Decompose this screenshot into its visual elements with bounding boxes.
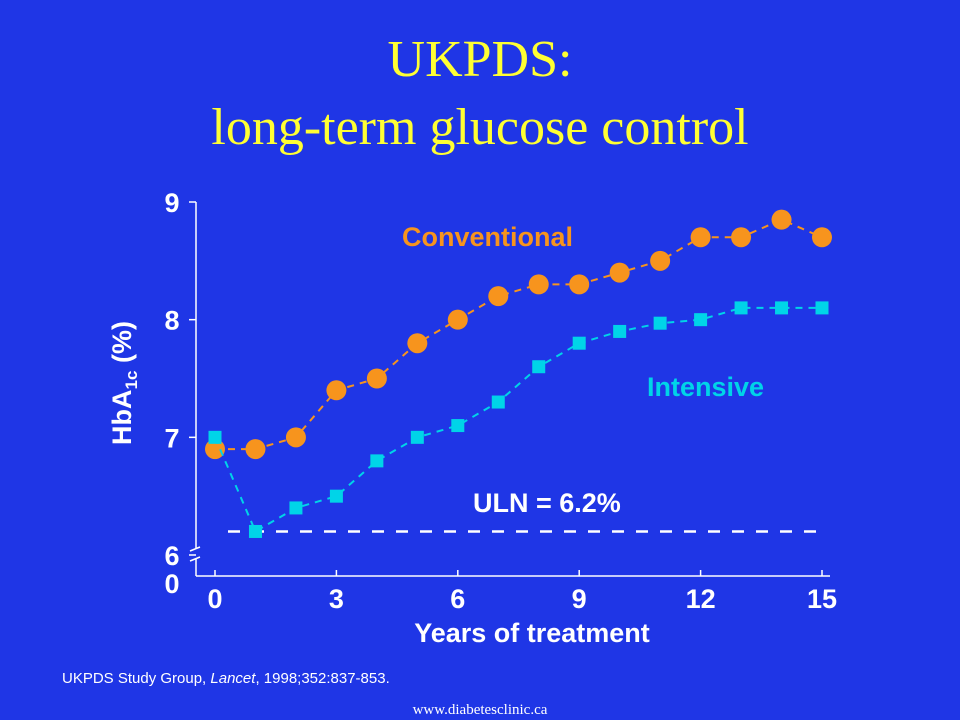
x-tick-label: 6 — [450, 584, 465, 614]
data-point-intensive — [248, 524, 262, 538]
data-point-conventional — [488, 286, 509, 307]
data-point-intensive — [289, 501, 303, 515]
uln-reference-label: ULN = 6.2% — [473, 488, 621, 518]
series-line-intensive — [214, 306, 822, 533]
data-point-conventional — [528, 274, 549, 295]
data-point-intensive — [410, 430, 424, 444]
data-point-conventional — [205, 439, 225, 460]
data-point-intensive — [775, 301, 789, 315]
y-axis-label: HbA1c (%) — [107, 321, 141, 445]
data-point-conventional — [650, 250, 671, 271]
data-point-conventional — [447, 309, 468, 330]
y-axis-label-main: HbA — [107, 389, 137, 445]
data-point-conventional — [731, 227, 752, 248]
data-point-intensive — [491, 395, 505, 409]
x-tick-label: 0 — [207, 584, 222, 614]
data-point-conventional — [366, 368, 387, 389]
data-point-conventional — [609, 262, 630, 283]
series-label-conventional: Conventional — [402, 222, 573, 252]
data-point-intensive — [370, 454, 384, 468]
x-tick-label: 3 — [329, 584, 344, 614]
y-tick-label: 9 — [164, 188, 179, 218]
y-tick-label: 6 — [164, 541, 179, 571]
y-tick-label: 7 — [164, 423, 179, 453]
citation-journal: Lancet — [210, 670, 256, 687]
slide-title: UKPDS: — [387, 31, 573, 88]
data-point-conventional — [326, 380, 347, 401]
data-point-intensive — [613, 324, 627, 338]
y-tick-label: 8 — [164, 306, 179, 336]
footer-url: www.diabetesclinic.ca — [412, 702, 548, 718]
citation: UKPDS Study Group, Lancet, 1998;352:837-… — [62, 670, 390, 687]
x-axis-label: Years of treatment — [414, 618, 650, 648]
data-point-intensive — [694, 313, 708, 327]
data-point-intensive — [572, 336, 586, 350]
y-axis-label-unit: (%) — [107, 321, 137, 371]
x-tick-label: 12 — [686, 584, 716, 614]
citation-prefix: UKPDS Study Group, — [62, 670, 211, 687]
data-point-conventional — [690, 227, 711, 248]
data-point-intensive — [329, 489, 343, 503]
y-axis-break-mark — [189, 546, 201, 562]
series-label-intensive: Intensive — [647, 372, 764, 402]
slide-subtitle: long-term glucose control — [211, 99, 749, 156]
data-point-conventional — [245, 439, 266, 460]
data-point-conventional — [407, 333, 428, 354]
y-tick-label-zero: 0 — [164, 569, 179, 599]
data-point-conventional — [812, 227, 832, 248]
data-point-intensive — [653, 316, 667, 330]
data-point-intensive — [532, 360, 546, 374]
series-line-conventional — [215, 218, 823, 451]
citation-suffix: , 1998;352:837-853. — [255, 670, 390, 687]
data-point-intensive — [734, 301, 748, 315]
x-tick-label: 15 — [807, 584, 837, 614]
data-point-conventional — [569, 274, 590, 295]
data-point-intensive — [451, 419, 465, 433]
data-point-intensive — [815, 301, 829, 315]
x-tick-label: 9 — [572, 584, 587, 614]
data-point-intensive — [208, 430, 222, 444]
data-point-conventional — [771, 209, 792, 230]
y-axis-label-subscript: 1c — [122, 371, 141, 390]
data-point-conventional — [285, 427, 306, 448]
